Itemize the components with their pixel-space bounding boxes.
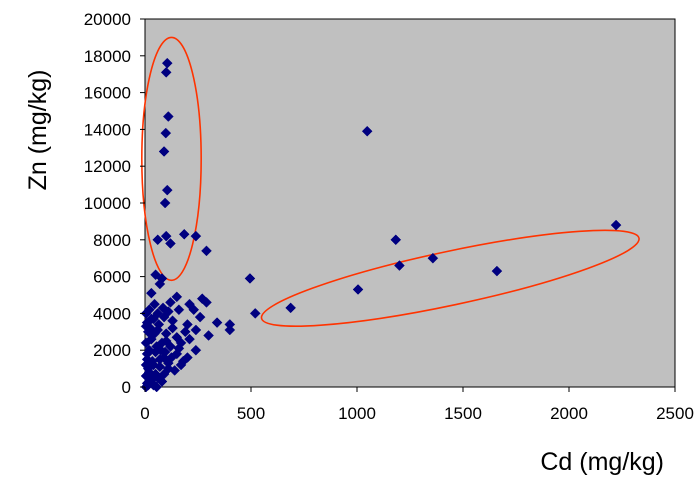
data-point — [190, 344, 202, 356]
x-tick-label: 500 — [237, 404, 265, 423]
y-tick-label: 20000 — [84, 10, 131, 29]
data-point — [361, 125, 373, 137]
data-point — [177, 355, 189, 367]
data-point — [244, 273, 256, 284]
data-point — [143, 370, 155, 382]
data-point — [249, 308, 261, 319]
data-point — [160, 335, 172, 347]
data-point — [166, 352, 177, 363]
data-point — [146, 287, 157, 299]
data-point — [171, 291, 183, 303]
data-point — [140, 320, 152, 332]
data-point — [160, 127, 172, 139]
data-point — [152, 234, 164, 246]
data-point — [352, 284, 364, 295]
y-tick-label: 8000 — [93, 231, 131, 250]
data-point — [154, 361, 166, 373]
data-point — [178, 228, 190, 240]
data-point — [188, 304, 200, 316]
data-point — [173, 304, 185, 316]
data-point — [158, 146, 170, 157]
x-tick-label: 0 — [140, 404, 149, 423]
y-tick-label: 2000 — [93, 341, 131, 360]
data-point — [161, 184, 173, 196]
data-point — [159, 346, 171, 358]
data-point — [162, 363, 174, 374]
y-tick-label: 16000 — [84, 84, 131, 103]
y-tick-label: 4000 — [93, 304, 131, 323]
y-axis-ticks: 0 2000 4000 6000 8000 10000 12000 14000 16000 180… — [84, 10, 145, 397]
x-tick-label: 1500 — [444, 404, 482, 423]
data-point — [173, 343, 185, 354]
data-point — [390, 234, 402, 246]
data-point — [194, 311, 206, 323]
data-point — [167, 322, 178, 334]
data-point — [203, 330, 214, 341]
data-point — [153, 319, 165, 330]
x-axis-title: Cd (mg/kg) — [540, 448, 664, 476]
data-point — [149, 298, 160, 310]
data-point — [154, 354, 166, 365]
y-tick-label: 14000 — [84, 120, 131, 139]
plot-area — [144, 18, 676, 388]
data-point — [140, 308, 152, 319]
data-point — [427, 252, 439, 264]
data-point — [201, 245, 212, 257]
data-point — [146, 313, 157, 325]
data-point — [151, 381, 163, 393]
data-point — [179, 326, 191, 338]
data-point — [141, 348, 153, 360]
data-point — [190, 324, 202, 336]
data-point — [224, 324, 236, 336]
data-point — [184, 333, 195, 345]
data-point — [156, 376, 168, 387]
y-tick-label: 12000 — [84, 157, 131, 176]
annotation-layer — [141, 36, 640, 328]
data-point — [201, 297, 212, 308]
data-point — [165, 297, 176, 308]
data-point — [162, 111, 174, 122]
data-point — [160, 67, 172, 78]
data-point — [154, 278, 166, 290]
x-tick-label: 2000 — [550, 404, 588, 423]
y-tick-label: 18000 — [84, 47, 131, 66]
annotation-ellipse-2 — [260, 229, 640, 328]
data-point — [158, 311, 170, 323]
data-point — [160, 230, 172, 242]
data-point — [610, 219, 622, 231]
x-tick-label: 2500 — [656, 404, 694, 423]
data-point — [285, 302, 296, 314]
data-point — [159, 197, 171, 209]
data-point — [140, 359, 152, 371]
data-point — [140, 337, 152, 349]
data-point — [165, 238, 176, 249]
x-axis-ticks: 0 500 1000 1500 2000 2500 — [140, 387, 694, 423]
data-point — [190, 230, 202, 242]
data-point — [491, 265, 503, 277]
y-tick-label: 10000 — [84, 194, 131, 213]
y-tick-label: 6000 — [93, 268, 131, 287]
x-tick-label: 1000 — [338, 404, 376, 423]
data-point — [394, 260, 405, 271]
annotation-ellipse-1 — [141, 36, 202, 282]
data-point — [211, 317, 223, 328]
data-points — [140, 57, 622, 393]
y-tick-label: 0 — [122, 378, 131, 397]
y-axis-title: Zn (mg/kg) — [24, 70, 52, 191]
data-point — [157, 302, 169, 314]
